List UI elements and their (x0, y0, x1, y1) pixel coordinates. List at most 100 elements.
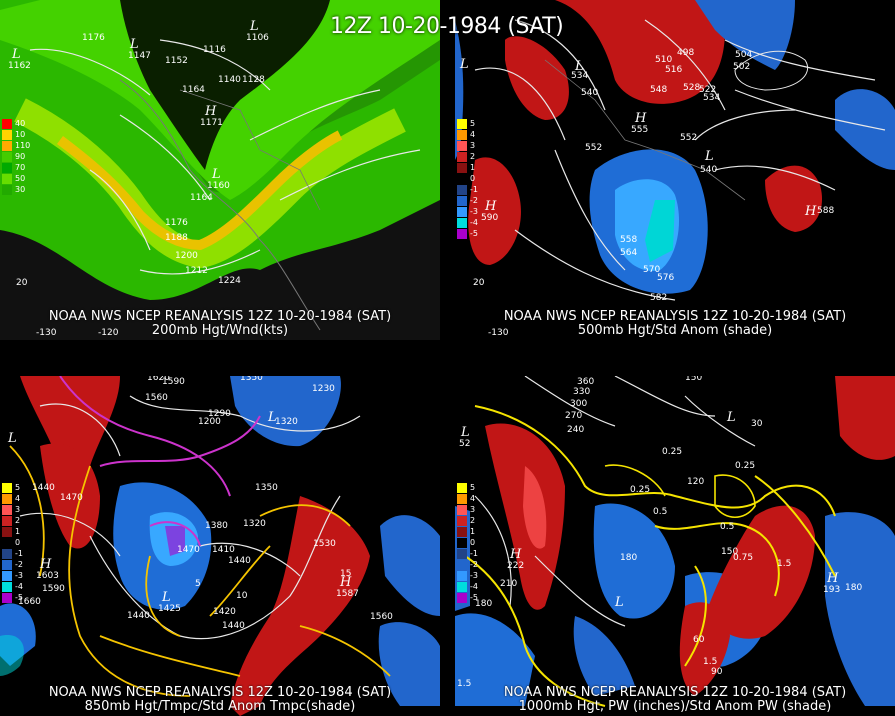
svg-text:1320: 1320 (275, 417, 298, 427)
legend-label: -4 (15, 582, 23, 591)
panel-caption-line1: NOAA NWS NCEP REANALYSIS 12Z 10-20-1984 … (503, 685, 847, 700)
svg-text:0.25: 0.25 (630, 485, 650, 495)
legend-swatch (2, 482, 12, 493)
legend-entry: -3 (457, 206, 491, 217)
legend-label: 70 (15, 163, 26, 172)
svg-text:90: 90 (711, 667, 723, 677)
svg-text:210: 210 (500, 579, 517, 589)
svg-text:1425: 1425 (158, 604, 181, 614)
legend-entry: 10 (2, 129, 36, 140)
svg-text:502: 502 (733, 62, 750, 72)
legend-swatch (457, 206, 467, 217)
legend-entry: 4 (457, 129, 491, 140)
legend-swatch (2, 162, 12, 173)
svg-text:0.25: 0.25 (662, 447, 682, 457)
svg-text:150: 150 (721, 547, 738, 557)
svg-text:H: H (39, 557, 52, 572)
legend-label: -4 (470, 218, 478, 227)
svg-text:1230: 1230 (312, 384, 335, 394)
svg-text:H: H (339, 575, 352, 590)
svg-text:1290: 1290 (208, 409, 231, 419)
legend-entry: 4 (457, 493, 491, 504)
legend-swatch (457, 217, 467, 228)
legend-swatch (457, 515, 467, 526)
svg-text:1.5: 1.5 (457, 679, 471, 689)
legend-label: 40 (15, 119, 26, 128)
legend-label: -5 (15, 593, 23, 602)
legend-label: -1 (470, 185, 478, 194)
legend-entry: -1 (457, 184, 491, 195)
svg-text:1116: 1116 (203, 45, 226, 55)
svg-text:1128: 1128 (242, 75, 265, 85)
svg-text:180: 180 (620, 553, 637, 563)
legend-850mb: 5 4 3 2 1 0 -1 -2 -3 -4 -5 (2, 482, 36, 603)
legend-label: 1 (470, 527, 476, 536)
legend-entry: -1 (457, 548, 491, 559)
svg-text:0.5: 0.5 (720, 522, 734, 532)
panel-200mb: L 1162 L 1147 L 1106 H 1171 L 1160 1176 1152 1… (0, 0, 440, 340)
legend-label: 0 (15, 538, 21, 547)
panel-caption-line2: 200mb Hgt/Wnd(kts) (151, 323, 289, 338)
svg-text:1147: 1147 (128, 51, 151, 61)
svg-text:150: 150 (685, 376, 702, 383)
svg-text:0.75: 0.75 (733, 553, 753, 563)
svg-text:555: 555 (631, 125, 648, 135)
legend-swatch (2, 184, 12, 195)
svg-text:1440: 1440 (127, 611, 150, 621)
panel-500mb: L L 534 H 555 L H 590 H 540 548 552 552 504 50… (455, 0, 895, 340)
svg-text:1410: 1410 (212, 545, 235, 555)
svg-text:20: 20 (473, 278, 485, 288)
legend-swatch (457, 173, 467, 184)
legend-200mb: 40 10 110 90 70 50 30 (2, 118, 36, 195)
legend-entry: 3 (2, 504, 36, 515)
svg-text:1162: 1162 (8, 61, 31, 71)
legend-entry: 0 (457, 173, 491, 184)
svg-text:1350: 1350 (255, 483, 278, 493)
svg-text:L: L (460, 425, 470, 440)
svg-text:30: 30 (751, 419, 763, 429)
legend-entry: 110 (2, 140, 36, 151)
svg-text:1176: 1176 (82, 33, 105, 43)
legend-label: 110 (15, 141, 31, 150)
svg-text:300: 300 (570, 399, 587, 409)
svg-text:L: L (249, 19, 259, 34)
legend-swatch (2, 559, 12, 570)
svg-text:H: H (484, 199, 497, 214)
svg-text:1224: 1224 (218, 276, 241, 286)
legend-entry: -5 (457, 228, 491, 239)
svg-text:5: 5 (195, 579, 201, 589)
svg-text:L: L (459, 57, 469, 72)
svg-text:1590: 1590 (162, 377, 185, 387)
legend-entry: 5 (457, 482, 491, 493)
svg-text:L: L (726, 410, 736, 425)
legend-swatch (457, 570, 467, 581)
legend-entry: 2 (457, 151, 491, 162)
legend-entry: 70 (2, 162, 36, 173)
svg-text:1560: 1560 (145, 393, 168, 403)
legend-entry: 0 (2, 537, 36, 548)
svg-text:1440: 1440 (222, 621, 245, 631)
svg-text:534: 534 (571, 71, 588, 81)
legend-label: -2 (470, 196, 478, 205)
legend-entry: 2 (2, 515, 36, 526)
panel-caption-line2: 850mb Hgt/Tmpc/Std Anom Tmpc(shade) (84, 699, 356, 714)
svg-text:270: 270 (565, 411, 582, 421)
legend-swatch (2, 151, 12, 162)
svg-text:588: 588 (817, 206, 834, 216)
svg-text:390: 390 (565, 376, 582, 377)
svg-text:504: 504 (735, 50, 752, 60)
svg-text:H: H (826, 571, 839, 586)
svg-text:1470: 1470 (60, 493, 83, 503)
legend-swatch (457, 548, 467, 559)
svg-text:1200: 1200 (175, 251, 198, 261)
svg-text:540: 540 (581, 88, 598, 98)
legend-swatch (2, 504, 12, 515)
legend-label: -3 (470, 571, 478, 580)
legend-swatch (457, 195, 467, 206)
legend-500mb: 5 4 3 2 1 0 -1 -2 -3 -4 -5 (457, 118, 491, 239)
panel-caption-line2: 1000mb Hgt, PW (inches)/Std Anom PW (sha… (518, 699, 832, 714)
